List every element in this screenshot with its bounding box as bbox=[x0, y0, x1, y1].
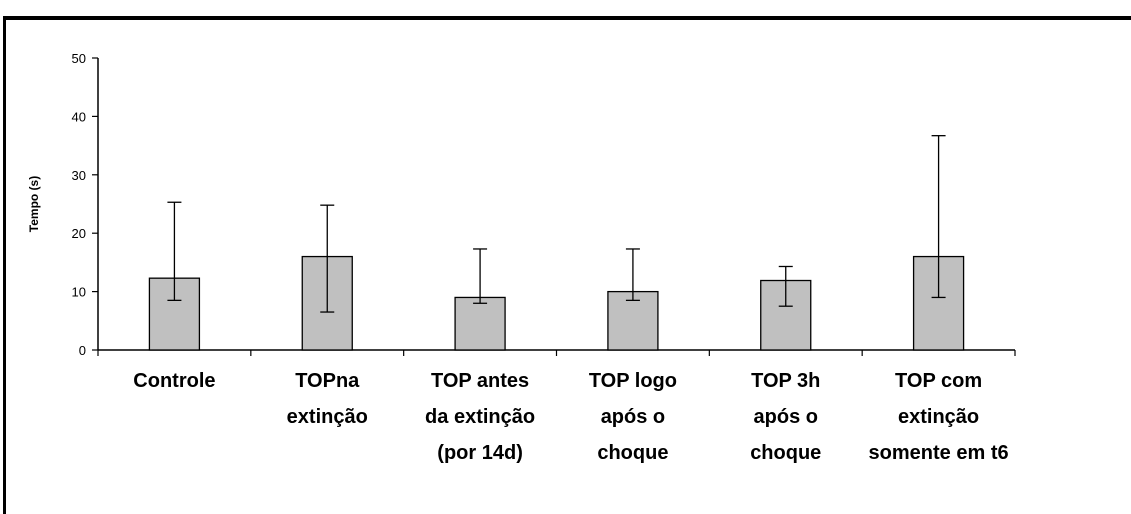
category-label: da extinção bbox=[425, 406, 535, 428]
bar bbox=[607, 290, 659, 351]
category-label: TOPna bbox=[295, 370, 360, 392]
category-label: após o bbox=[754, 406, 818, 428]
category-label: extinção bbox=[287, 406, 368, 428]
y-axis-label: Tempo (s) bbox=[27, 176, 41, 232]
category-label: (por 14d) bbox=[437, 442, 523, 464]
category-label: TOP logo bbox=[589, 370, 677, 392]
y-tick-label: 50 bbox=[72, 51, 86, 66]
y-tick-label: 0 bbox=[79, 343, 86, 358]
y-tick-label: 10 bbox=[72, 285, 86, 300]
category-label: choque bbox=[597, 442, 668, 464]
category-labels: Controle TOPna extinção TOP antes da extinçã… bbox=[133, 370, 1008, 464]
y-tick-label: 40 bbox=[72, 109, 86, 124]
error-bars bbox=[167, 135, 946, 313]
category-label: choque bbox=[750, 442, 821, 464]
category-label: Controle bbox=[133, 370, 215, 392]
y-tick-label: 30 bbox=[72, 168, 86, 183]
y-tick-label: 20 bbox=[72, 226, 86, 241]
bar bbox=[454, 296, 506, 351]
category-label: somente em t6 bbox=[869, 442, 1009, 464]
category-label: TOP antes bbox=[431, 370, 529, 392]
category-label: TOP com bbox=[895, 370, 982, 392]
category-label: extinção bbox=[898, 406, 979, 428]
category-label: TOP 3h bbox=[751, 370, 820, 392]
bar bbox=[148, 277, 201, 351]
category-label: após o bbox=[601, 406, 665, 428]
bars bbox=[148, 255, 965, 351]
axes: 0 10 20 30 40 50 bbox=[72, 51, 1016, 358]
